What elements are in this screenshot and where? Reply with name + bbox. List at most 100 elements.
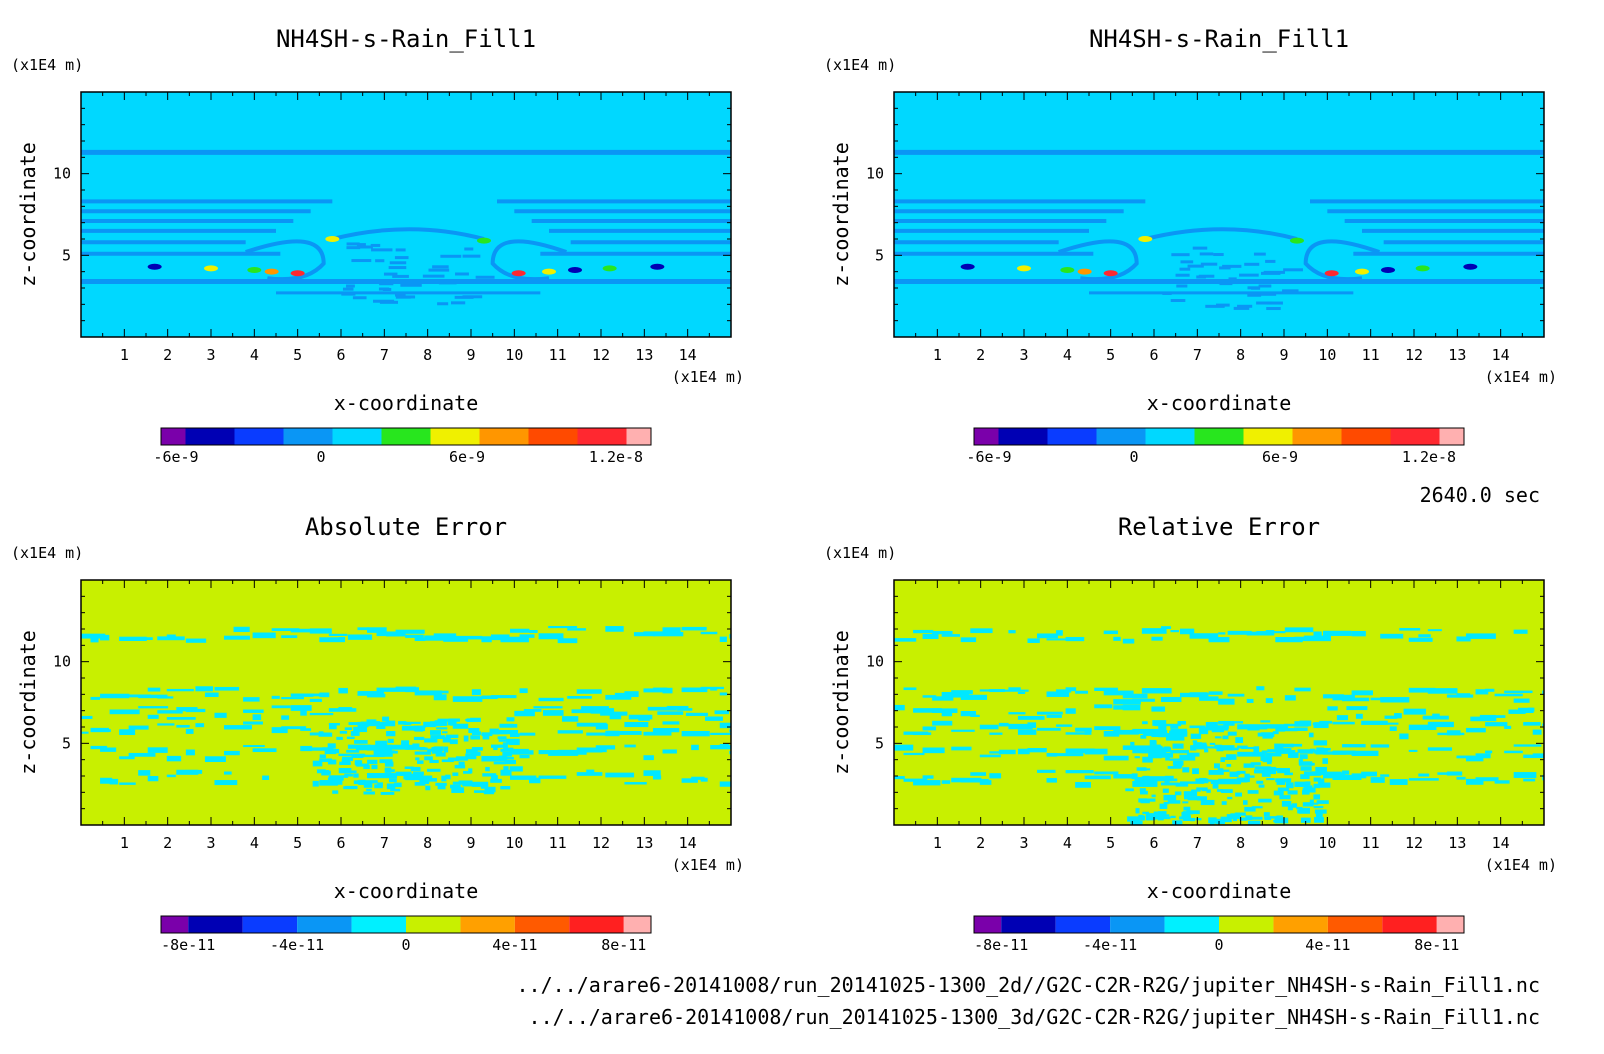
x-tick-label: 11 <box>549 346 567 364</box>
colorbar-bin <box>1164 916 1219 933</box>
x-tick-label: 9 <box>466 346 475 364</box>
x-tick-label: 2 <box>163 834 172 852</box>
colorbar-bin <box>1382 916 1437 933</box>
axis-ticks <box>893 91 1545 338</box>
x-tick-label: 8 <box>1236 346 1245 364</box>
colorbar-bin <box>351 916 406 933</box>
colorbar-bin <box>381 428 431 445</box>
colorbar-tick-label: 6e-9 <box>449 448 485 466</box>
x-tick-label: 1 <box>120 346 129 364</box>
colorbar: -6e-9 0 6e-9 1.2e-8 <box>966 427 1465 466</box>
colorbar-bin <box>1047 428 1097 445</box>
chart-panel-3: Absolute Error(x1E4 m)1 2 3 4 5 6 7 8 9 10 11 12 13 1… <box>11 513 744 954</box>
y-axis-label: z-coordinate <box>829 630 853 775</box>
x-tick-label: 14 <box>679 346 697 364</box>
x-tick-label: 3 <box>206 346 215 364</box>
colorbar-bin <box>161 916 189 933</box>
x-tick-label: 14 <box>679 834 697 852</box>
x-axis-label: x-coordinate <box>1147 879 1292 903</box>
chart-panel-4: Relative Error(x1E4 m)1 2 3 4 5 6 7 8 9 10 11 12 13 1… <box>824 513 1557 954</box>
colorbar-bin <box>623 916 651 933</box>
x-tick-label: 14 <box>1492 834 1510 852</box>
y-tick-label: 10 <box>53 653 71 671</box>
file-path-1: ../../arare6-20141008/run_20141025-1300_… <box>517 973 1541 997</box>
x-tick-label: 6 <box>1149 834 1158 852</box>
x-tick-label: 4 <box>250 346 259 364</box>
field-layers <box>894 149 1544 311</box>
colorbar-bin <box>514 916 570 933</box>
colorbar-bin <box>1055 916 1111 933</box>
colorbar-bin <box>1243 428 1293 445</box>
x-tick-label: 8 <box>423 346 432 364</box>
y-unit-label: (x1E4 m) <box>824 56 896 74</box>
axis-ticks <box>80 91 732 338</box>
colorbar-tick-label: 1.2e-8 <box>1402 448 1456 466</box>
plot-background <box>81 92 731 337</box>
chart-title: NH4SH-s-Rain_Fill1 <box>1089 25 1349 53</box>
x-tick-label: 7 <box>380 834 389 852</box>
colorbar-tick-label: 1.2e-8 <box>589 448 643 466</box>
y-unit-label: (x1E4 m) <box>824 544 896 562</box>
colorbar-tick-label: -8e-11 <box>974 936 1028 954</box>
colorbar: -6e-9 0 6e-9 1.2e-8 <box>153 427 652 466</box>
y-tick-label: 10 <box>53 165 71 183</box>
colorbar-bin <box>1327 916 1383 933</box>
x-tick-label: 11 <box>1362 834 1380 852</box>
colorbar-bin <box>1436 916 1464 933</box>
x-tick-label: 9 <box>1279 834 1288 852</box>
colorbar-bin <box>998 428 1048 445</box>
y-tick-label: 5 <box>875 246 884 264</box>
colorbar-tick-label: 4e-11 <box>1305 936 1350 954</box>
x-tick-label: 7 <box>1193 346 1202 364</box>
colorbar-bin <box>974 428 999 445</box>
x-tick-label: 14 <box>1492 346 1510 364</box>
x-tick-label: 12 <box>592 834 610 852</box>
colorbar-bin <box>528 428 578 445</box>
colorbar: -8e-11 -4e-11 0 4e-11 8e-11 <box>973 915 1465 954</box>
chart-panel-1: NH4SH-s-Rain_Fill1(x1E4 m)1 2 3 4 5 6 7 8 9 10 11 1… <box>11 25 744 466</box>
time-label: 2640.0 sec <box>1420 483 1540 507</box>
colorbar-tick-label: 8e-11 <box>1414 936 1459 954</box>
x-tick-label: 3 <box>1019 346 1028 364</box>
colorbar-bin <box>460 916 515 933</box>
plot-background <box>81 580 731 825</box>
y-axis-label: z-coordinate <box>829 142 853 287</box>
colorbar-tick-label: 8e-11 <box>601 936 646 954</box>
chart-title: Relative Error <box>1118 513 1320 541</box>
colorbar-bin <box>1096 428 1146 445</box>
colorbar-bin <box>234 428 284 445</box>
colorbar-tick-label: 6e-9 <box>1262 448 1298 466</box>
colorbar-tick-label: -6e-9 <box>966 448 1011 466</box>
colorbar-bin <box>297 916 352 933</box>
colorbar-bin <box>1439 428 1464 445</box>
x-tick-label: 12 <box>1405 834 1423 852</box>
y-axis-label: z-coordinate <box>16 630 40 775</box>
x-tick-label: 13 <box>635 834 653 852</box>
x-tick-label: 7 <box>380 346 389 364</box>
x-tick-label: 4 <box>1063 834 1072 852</box>
x-tick-label: 10 <box>1318 834 1336 852</box>
file-path-2: ../../arare6-20141008/run_20141025-1300_… <box>529 1005 1540 1029</box>
x-tick-label: 9 <box>466 834 475 852</box>
axis-ticks <box>893 579 1545 826</box>
y-axis-label: z-coordinate <box>16 142 40 287</box>
colorbar-bin <box>1292 428 1342 445</box>
x-tick-label: 2 <box>163 346 172 364</box>
x-unit-label: (x1E4 m) <box>672 368 744 386</box>
colorbar-tick-label: 0 <box>1214 936 1223 954</box>
colorbar-bin <box>188 916 243 933</box>
x-unit-label: (x1E4 m) <box>672 856 744 874</box>
x-tick-label: 1 <box>933 834 942 852</box>
colorbar-bin <box>161 428 186 445</box>
x-tick-label: 10 <box>1318 346 1336 364</box>
y-tick-label: 10 <box>866 165 884 183</box>
colorbar-bin <box>1194 428 1244 445</box>
x-tick-label: 4 <box>1063 346 1072 364</box>
x-unit-label: (x1E4 m) <box>1485 368 1557 386</box>
y-unit-label: (x1E4 m) <box>11 544 83 562</box>
x-tick-label: 6 <box>336 346 345 364</box>
colorbar-tick-label: -8e-11 <box>161 936 215 954</box>
field-layers <box>894 626 1544 825</box>
colorbar: -8e-11 -4e-11 0 4e-11 8e-11 <box>160 915 652 954</box>
